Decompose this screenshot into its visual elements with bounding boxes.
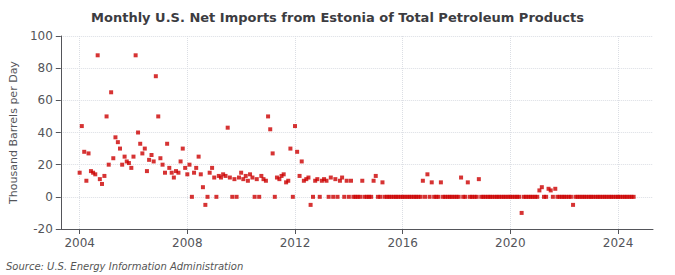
svg-text:Thousand Barrels per Day: Thousand Barrels per Day <box>7 61 20 205</box>
svg-text:80: 80 <box>38 61 53 75</box>
svg-text:2020: 2020 <box>495 236 526 250</box>
svg-text:2008: 2008 <box>172 236 203 250</box>
svg-text:0: 0 <box>45 190 53 204</box>
svg-text:2024: 2024 <box>603 236 634 250</box>
svg-text:-20: -20 <box>33 222 53 236</box>
svg-text:Source: U.S. Energy Informatio: Source: U.S. Energy Information Administ… <box>6 261 243 272</box>
svg-text:40: 40 <box>38 126 53 140</box>
svg-text:2012: 2012 <box>280 236 311 250</box>
svg-text:2004: 2004 <box>64 236 95 250</box>
svg-text:20: 20 <box>38 158 53 172</box>
svg-text:60: 60 <box>38 93 53 107</box>
svg-text:Monthly U.S. Net Imports from: Monthly U.S. Net Imports from Estonia of… <box>91 10 584 25</box>
svg-text:2016: 2016 <box>387 236 418 250</box>
svg-text:100: 100 <box>30 29 53 43</box>
